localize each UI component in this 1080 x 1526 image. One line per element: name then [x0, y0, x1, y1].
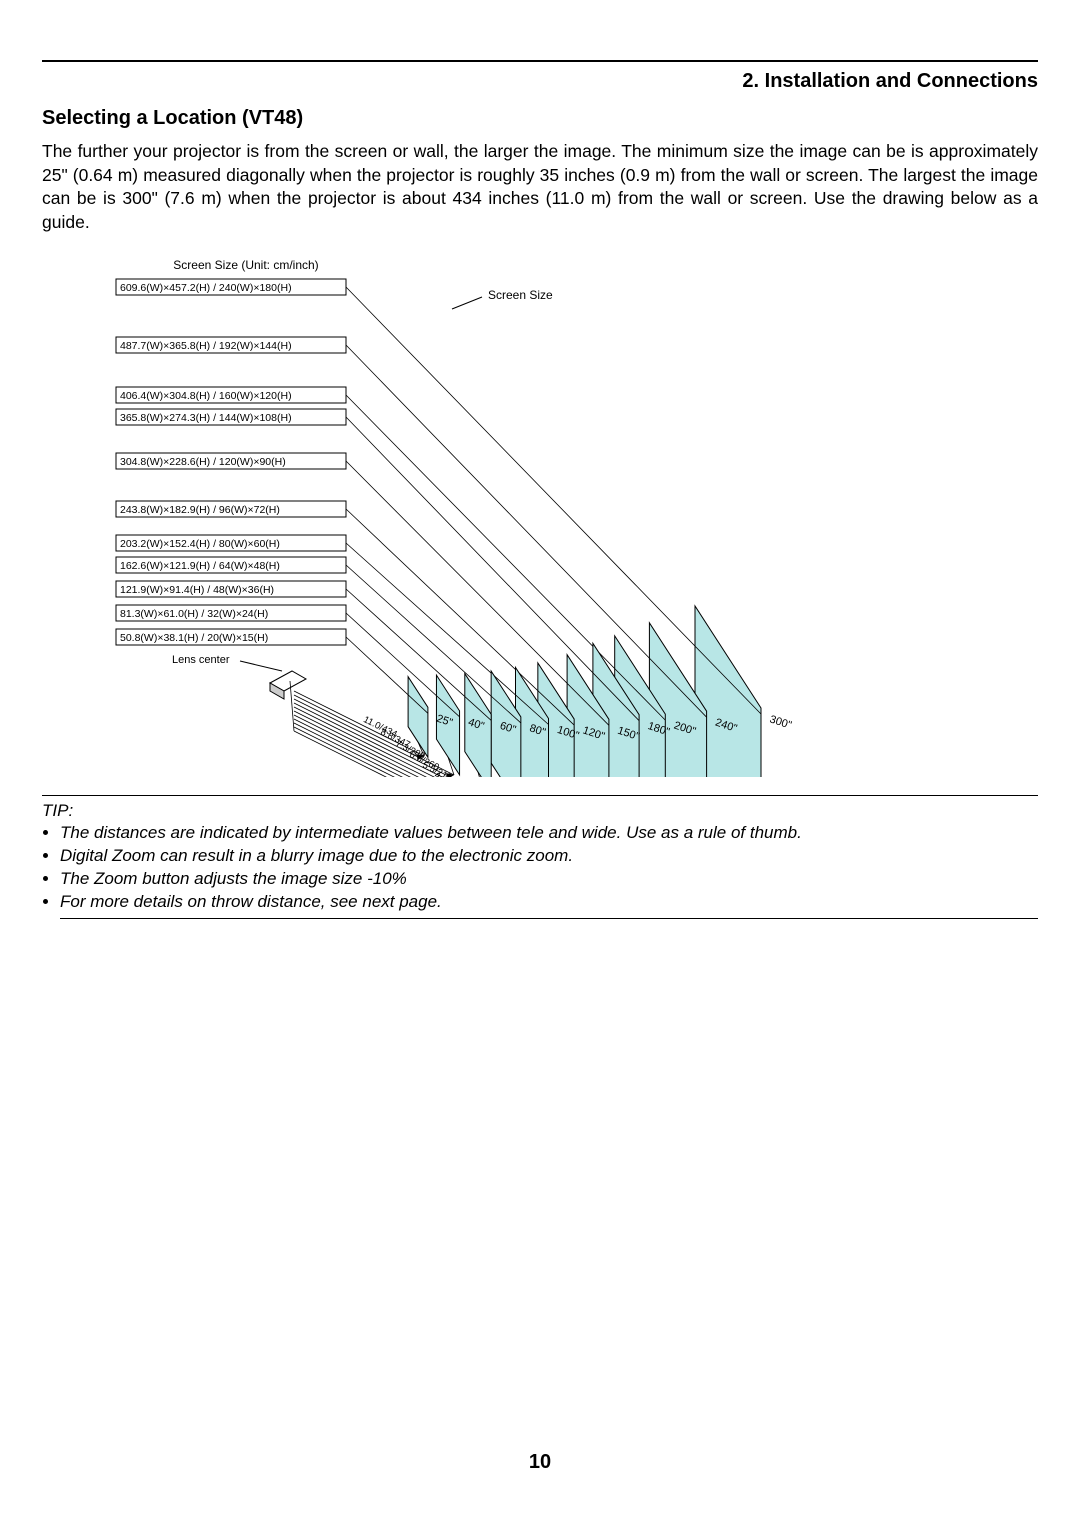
svg-text:487.7(W)×365.8(H) / 192(W)×144: 487.7(W)×365.8(H) / 192(W)×144(H): [120, 340, 292, 352]
svg-text:162.6(W)×121.9(H) / 64(W)×48(H: 162.6(W)×121.9(H) / 64(W)×48(H): [120, 560, 280, 572]
svg-text:Screen Size (Unit: cm/inch): Screen Size (Unit: cm/inch): [173, 258, 318, 272]
tip-block: TIP: The distances are indicated by inte…: [42, 795, 1038, 920]
section-title: Selecting a Location (VT48): [42, 107, 1038, 130]
tip-item: The distances are indicated by intermedi…: [60, 822, 1038, 845]
tip-item: For more details on throw distance, see …: [60, 891, 1038, 919]
svg-text:203.2(W)×152.4(H) / 80(W)×60(H: 203.2(W)×152.4(H) / 80(W)×60(H): [120, 538, 280, 550]
svg-text:365.8(W)×274.3(H) / 144(W)×108: 365.8(W)×274.3(H) / 144(W)×108(H): [120, 412, 292, 424]
svg-text:Screen Size: Screen Size: [488, 288, 553, 302]
throw-distance-diagram: Screen Size (Unit: cm/inch) 300" 609.6(W)×…: [42, 257, 1038, 777]
page-number: 10: [0, 1451, 1080, 1474]
svg-text:304.8(W)×228.6(H) / 120(W)×90(: 304.8(W)×228.6(H) / 120(W)×90(H): [120, 456, 286, 468]
svg-text:300": 300": [768, 713, 793, 731]
svg-text:Lens center: Lens center: [172, 654, 230, 666]
body-text: The further your projector is from the s…: [42, 140, 1038, 235]
tip-list: The distances are indicated by intermedi…: [42, 822, 1038, 919]
svg-text:121.9(W)×91.4(H) / 48(W)×36(H): 121.9(W)×91.4(H) / 48(W)×36(H): [120, 584, 274, 596]
tip-item: Digital Zoom can result in a blurry imag…: [60, 845, 1038, 868]
chapter-title: 2. Installation and Connections: [42, 70, 1038, 93]
svg-text:406.4(W)×304.8(H) / 160(W)×120: 406.4(W)×304.8(H) / 160(W)×120(H): [120, 390, 292, 402]
svg-text:243.8(W)×182.9(H) / 96(W)×72(H: 243.8(W)×182.9(H) / 96(W)×72(H): [120, 504, 280, 516]
tip-label: TIP:: [42, 800, 1038, 823]
svg-text:609.6(W)×457.2(H) / 240(W)×180: 609.6(W)×457.2(H) / 240(W)×180(H): [120, 282, 292, 294]
tip-item: The Zoom button adjusts the image size -…: [60, 868, 1038, 891]
chapter-rule: [42, 60, 1038, 62]
svg-text:50.8(W)×38.1(H) / 20(W)×15(H): 50.8(W)×38.1(H) / 20(W)×15(H): [120, 632, 268, 644]
svg-text:81.3(W)×61.0(H) / 32(W)×24(H): 81.3(W)×61.0(H) / 32(W)×24(H): [120, 608, 268, 620]
